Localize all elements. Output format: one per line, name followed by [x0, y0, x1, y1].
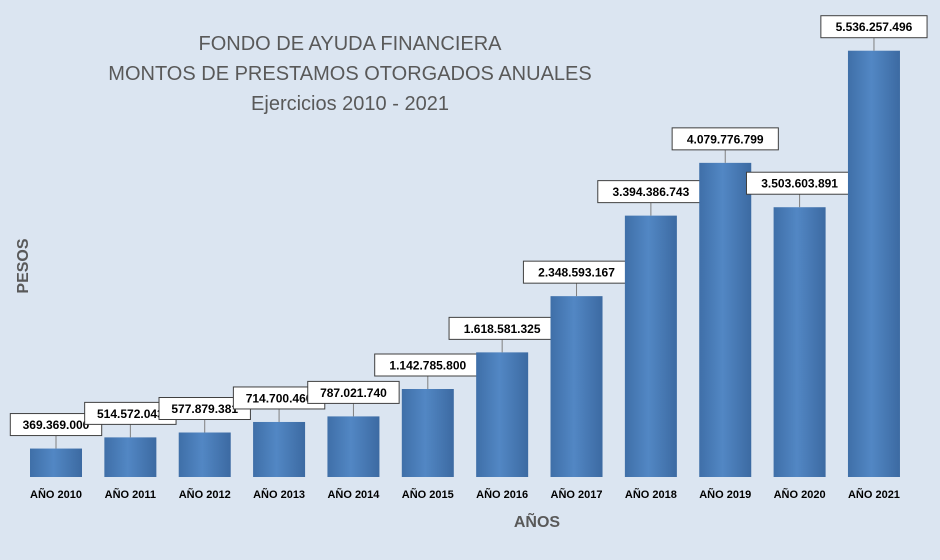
- data-label: 5.536.257.496: [836, 20, 913, 34]
- chart-title-line-2: MONTOS DE PRESTAMOS OTORGADOS ANUALES: [108, 63, 591, 85]
- x-tick-label: AÑO 2016: [476, 488, 528, 501]
- data-label-box: [820, 15, 928, 39]
- data-label: 2.348.593.167: [538, 266, 615, 280]
- x-tick-label: AÑO 2011: [105, 488, 156, 501]
- x-tick-label: AÑO 2010: [30, 488, 82, 501]
- bar-año-2010: [30, 448, 82, 477]
- bar-año-2016: [476, 352, 529, 477]
- x-axis-label: AÑOS: [514, 511, 561, 531]
- x-tick-label: AÑO 2012: [179, 488, 231, 501]
- x-tick-label: AÑO 2017: [551, 488, 603, 501]
- x-tick-label: AÑO 2014: [327, 488, 380, 501]
- data-label: 3.503.603.891: [761, 177, 838, 191]
- bar-año-2018: [624, 215, 677, 478]
- data-label: 369.369.000: [23, 418, 90, 432]
- bar-año-2011: [104, 437, 157, 477]
- x-tick-label: AÑO 2015: [402, 488, 454, 501]
- bar-año-2020: [773, 207, 826, 477]
- data-label-box: [671, 127, 779, 151]
- data-label: 714.700.460: [246, 391, 313, 405]
- x-tick-label: AÑO 2018: [625, 488, 677, 501]
- bar-año-2014: [327, 416, 380, 477]
- bars-group: AÑO 2010 369.369.000 AÑO 2011 514.572.043 AÑ…: [9, 15, 928, 501]
- bar-año-2012: [178, 432, 231, 477]
- x-tick-label: AÑO 2020: [774, 488, 826, 501]
- data-label: 4.079.776.799: [687, 132, 764, 146]
- bar-año-2017: [550, 296, 603, 477]
- bar-año-2019: [699, 162, 752, 478]
- data-label: 577.879.381: [171, 402, 238, 416]
- data-label-box: [307, 380, 400, 404]
- data-label: 1.142.785.800: [389, 359, 466, 373]
- data-label: 1.618.581.325: [464, 322, 541, 336]
- x-tick-label: AÑO 2021: [848, 488, 900, 501]
- chart-title-line-1: FONDO DE AYUDA FINANCIERA: [198, 33, 502, 55]
- bar-año-2015: [401, 389, 454, 477]
- y-axis-label: PESOS: [15, 238, 32, 293]
- bar-año-2013: [253, 421, 306, 477]
- data-label: 514.572.043: [97, 407, 164, 421]
- chart-title-line-3: Ejercicios 2010 - 2021: [251, 93, 449, 115]
- x-tick-label: AÑO 2019: [699, 488, 751, 501]
- data-label: 787.021.740: [320, 386, 387, 400]
- data-label: 3.394.386.743: [613, 185, 690, 199]
- bar-año-2021: [847, 50, 900, 478]
- x-tick-label: AÑO 2013: [253, 488, 305, 501]
